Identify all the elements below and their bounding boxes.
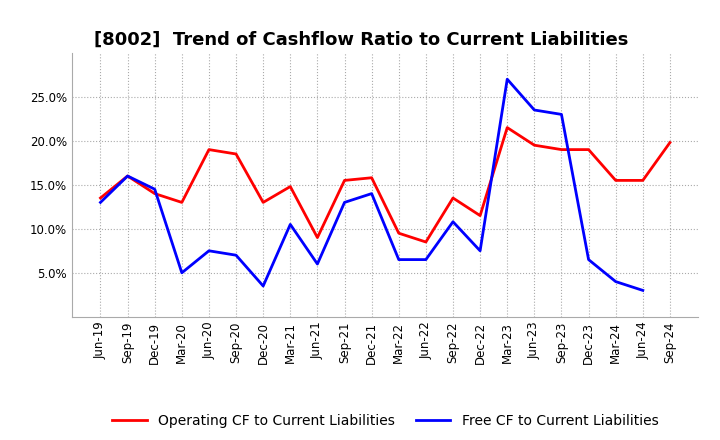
Line: Free CF to Current Liabilities: Free CF to Current Liabilities — [101, 79, 643, 290]
Operating CF to Current Liabilities — [421, 239, 430, 245]
Free CF to Current Liabilities — [421, 257, 430, 262]
Text: [8002]  Trend of Cashflow Ratio to Current Liabilities: [8002] Trend of Cashflow Ratio to Curren… — [94, 31, 628, 49]
Free CF to Current Liabilities — [584, 257, 593, 262]
Operating CF to Current Liabilities — [503, 125, 511, 130]
Operating CF to Current Liabilities — [96, 195, 105, 201]
Free CF to Current Liabilities — [178, 270, 186, 275]
Operating CF to Current Liabilities — [123, 173, 132, 179]
Free CF to Current Liabilities — [367, 191, 376, 196]
Operating CF to Current Liabilities — [611, 178, 620, 183]
Free CF to Current Liabilities — [313, 261, 322, 267]
Free CF to Current Liabilities — [395, 257, 403, 262]
Free CF to Current Liabilities — [476, 248, 485, 253]
Operating CF to Current Liabilities — [530, 143, 539, 148]
Operating CF to Current Liabilities — [286, 184, 294, 189]
Free CF to Current Liabilities — [530, 107, 539, 113]
Operating CF to Current Liabilities — [232, 151, 240, 157]
Operating CF to Current Liabilities — [204, 147, 213, 152]
Free CF to Current Liabilities — [96, 200, 105, 205]
Free CF to Current Liabilities — [341, 200, 349, 205]
Legend: Operating CF to Current Liabilities, Free CF to Current Liabilities: Operating CF to Current Liabilities, Fre… — [107, 408, 664, 433]
Operating CF to Current Liabilities — [178, 200, 186, 205]
Operating CF to Current Liabilities — [341, 178, 349, 183]
Operating CF to Current Liabilities — [449, 195, 457, 201]
Free CF to Current Liabilities — [611, 279, 620, 284]
Free CF to Current Liabilities — [259, 283, 268, 289]
Operating CF to Current Liabilities — [313, 235, 322, 240]
Operating CF to Current Liabilities — [584, 147, 593, 152]
Operating CF to Current Liabilities — [150, 191, 159, 196]
Operating CF to Current Liabilities — [476, 213, 485, 218]
Free CF to Current Liabilities — [639, 288, 647, 293]
Free CF to Current Liabilities — [150, 187, 159, 192]
Free CF to Current Liabilities — [123, 173, 132, 179]
Operating CF to Current Liabilities — [639, 178, 647, 183]
Free CF to Current Liabilities — [503, 77, 511, 82]
Free CF to Current Liabilities — [557, 112, 566, 117]
Operating CF to Current Liabilities — [395, 231, 403, 236]
Line: Operating CF to Current Liabilities: Operating CF to Current Liabilities — [101, 128, 670, 242]
Free CF to Current Liabilities — [232, 253, 240, 258]
Free CF to Current Liabilities — [204, 248, 213, 253]
Free CF to Current Liabilities — [449, 219, 457, 224]
Operating CF to Current Liabilities — [557, 147, 566, 152]
Operating CF to Current Liabilities — [367, 175, 376, 180]
Operating CF to Current Liabilities — [259, 200, 268, 205]
Operating CF to Current Liabilities — [665, 140, 674, 145]
Free CF to Current Liabilities — [286, 222, 294, 227]
